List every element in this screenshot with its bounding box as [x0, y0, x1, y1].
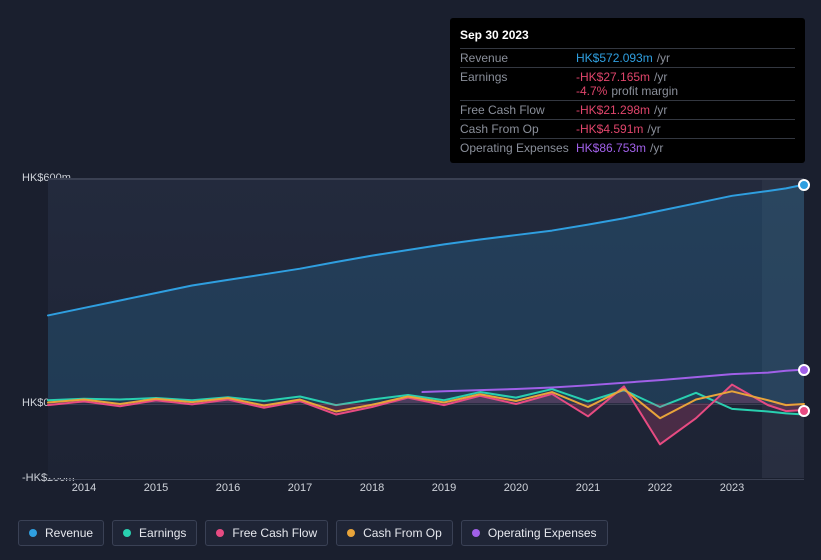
tooltip-value-cell: HK$86.753m/yr	[576, 141, 795, 155]
x-axis: 2014 2015 2016 2017 2018 2019 2020 2021 2022 2023	[18, 482, 804, 502]
chart-plot-area[interactable]: 2014201520162017201820192020202120222023	[18, 178, 804, 478]
tooltip-value-cell: HK$572.093m/yr	[576, 51, 795, 65]
tooltip-value: -HK$4.591m	[576, 122, 643, 136]
legend-label: Free Cash Flow	[232, 526, 317, 540]
legend-swatch-icon	[123, 529, 131, 537]
legend-swatch-icon	[29, 529, 37, 537]
legend-swatch-icon	[472, 529, 480, 537]
x-axis-label: 2018	[360, 482, 384, 494]
tooltip-metric-label: Revenue	[460, 51, 576, 65]
legend-label: Cash From Op	[363, 526, 442, 540]
legend-item-revenue[interactable]: Revenue	[18, 520, 104, 546]
tooltip-value: HK$86.753m	[576, 141, 646, 155]
x-axis-label: 2016	[216, 482, 240, 494]
tooltip-row: RevenueHK$572.093m/yr	[460, 49, 795, 68]
tooltip-row: Free Cash Flow-HK$21.298m/yr	[460, 101, 795, 120]
tooltip-metric-label: Free Cash Flow	[460, 103, 576, 117]
tooltip-date: Sep 30 2023	[460, 24, 795, 49]
x-axis-label: 2022	[648, 482, 672, 494]
legend-label: Revenue	[45, 526, 93, 540]
tooltip-unit: /yr	[657, 51, 670, 65]
tooltip-sub-label: profit margin	[611, 84, 678, 98]
x-axis-label: 2020	[504, 482, 528, 494]
legend-item-fcf[interactable]: Free Cash Flow	[205, 520, 328, 546]
x-axis-label: 2023	[720, 482, 744, 494]
legend-swatch-icon	[216, 529, 224, 537]
tooltip-value: -HK$21.298m	[576, 103, 650, 117]
series-fill-revenue	[48, 185, 804, 404]
x-axis-label: 2021	[576, 482, 600, 494]
tooltip-value-cell: -HK$27.165m/yr -4.7% profit margin	[576, 70, 795, 98]
legend-item-cfo[interactable]: Cash From Op	[336, 520, 453, 546]
plot-background	[48, 178, 804, 478]
legend-swatch-icon	[347, 529, 355, 537]
x-axis-label: 2014	[72, 482, 96, 494]
tooltip-value-cell: -HK$21.298m/yr	[576, 103, 795, 117]
series-marker-opex	[798, 364, 810, 376]
legend-item-opex[interactable]: Operating Expenses	[461, 520, 608, 546]
tooltip-value: HK$572.093m	[576, 51, 653, 65]
tooltip-value: -HK$27.165m	[576, 70, 650, 84]
legend-label: Earnings	[139, 526, 186, 540]
tooltip-unit: /yr	[650, 141, 663, 155]
gridline	[48, 479, 804, 480]
tooltip-metric-label: Cash From Op	[460, 122, 576, 136]
tooltip-row: Operating ExpensesHK$86.753m/yr	[460, 139, 795, 157]
tooltip-metric-label: Earnings	[460, 70, 576, 98]
tooltip-unit: /yr	[654, 70, 667, 84]
tooltip-value-cell: -HK$4.591m/yr	[576, 122, 795, 136]
x-axis-label: 2015	[144, 482, 168, 494]
tooltip-unit: /yr	[654, 103, 667, 117]
tooltip-row: Cash From Op-HK$4.591m/yr	[460, 120, 795, 139]
legend-item-earnings[interactable]: Earnings	[112, 520, 197, 546]
series-marker-revenue	[798, 179, 810, 191]
x-axis-label: 2017	[288, 482, 312, 494]
chart-legend: Revenue Earnings Free Cash Flow Cash From O…	[18, 520, 608, 546]
series-marker-fcf	[798, 405, 810, 417]
tooltip-metric-label: Operating Expenses	[460, 141, 576, 155]
tooltip-row: Earnings-HK$27.165m/yr -4.7% profit margin	[460, 68, 795, 101]
x-axis-label: 2019	[432, 482, 456, 494]
legend-label: Operating Expenses	[488, 526, 597, 540]
data-tooltip: Sep 30 2023 RevenueHK$572.093m/yrEarning…	[450, 18, 805, 163]
tooltip-unit: /yr	[647, 122, 660, 136]
financials-chart: HK$600mHK$0-HK$200m 20142015201620172018…	[18, 160, 804, 500]
tooltip-sub-value: -4.7%	[576, 84, 607, 98]
